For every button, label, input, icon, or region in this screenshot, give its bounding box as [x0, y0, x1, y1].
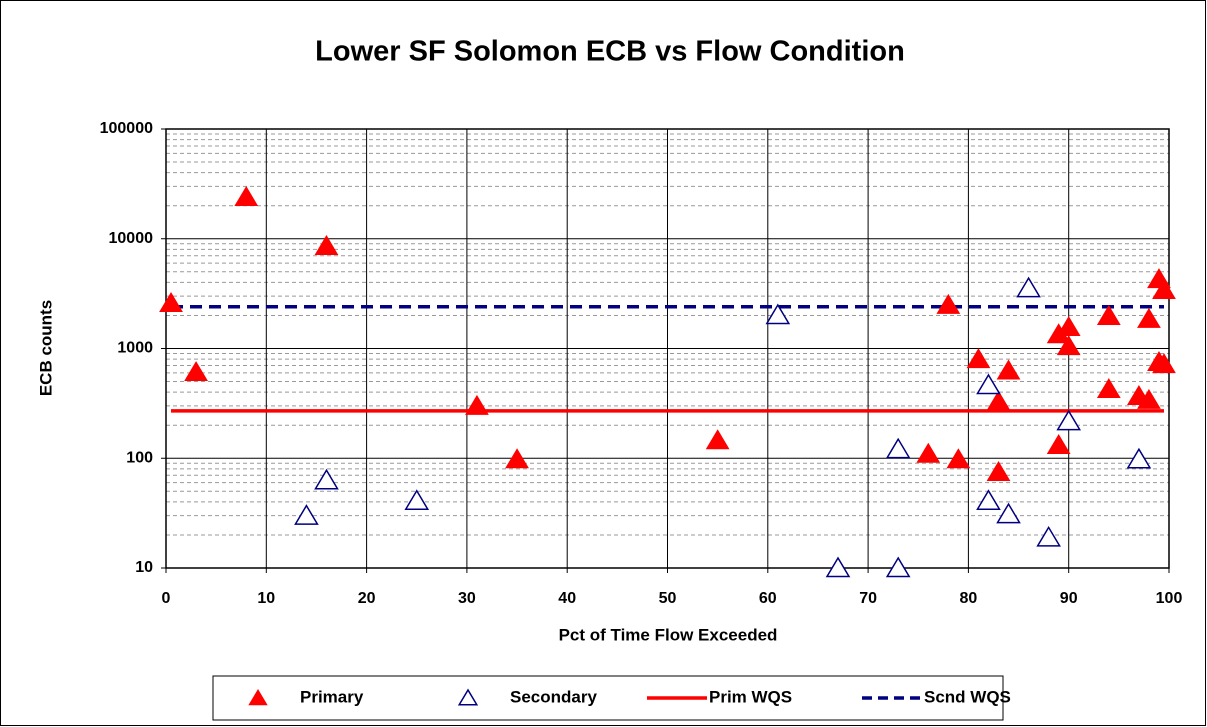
x-tick-label: 100 [1156, 590, 1183, 607]
y-tick-label: 100000 [100, 120, 153, 137]
point [1056, 335, 1081, 356]
point [765, 303, 791, 325]
point [234, 186, 259, 207]
x-tick-label: 0 [162, 590, 171, 607]
legend-label: Primary [300, 687, 364, 706]
point [404, 489, 430, 510]
legend-label: Prim WQS [709, 687, 792, 706]
point [1096, 378, 1121, 399]
point [885, 437, 911, 459]
point [946, 448, 971, 469]
point [976, 489, 1001, 510]
y-tick-label: 10 [135, 559, 153, 576]
point [966, 348, 991, 369]
point [1056, 409, 1082, 431]
y-tick-label: 1000 [117, 340, 153, 357]
point [916, 442, 941, 463]
point [1046, 434, 1071, 455]
point [1137, 388, 1161, 409]
point [1152, 353, 1176, 374]
point [294, 504, 319, 525]
point [1152, 279, 1176, 300]
x-tick-label: 60 [759, 590, 777, 607]
x-tick-label: 20 [358, 590, 376, 607]
point [184, 361, 208, 382]
y-tick-label: 100 [126, 449, 153, 466]
y-axis-label: ECB counts [36, 300, 55, 396]
point [1137, 307, 1161, 328]
point [996, 359, 1021, 380]
x-tick-label: 30 [458, 590, 476, 607]
point [885, 556, 911, 578]
point [1016, 276, 1041, 298]
point [976, 373, 1001, 395]
point [465, 394, 489, 415]
x-tick-label: 40 [558, 590, 576, 607]
legend-marker [248, 689, 268, 706]
point [1036, 525, 1061, 547]
point [825, 556, 851, 578]
point [1096, 304, 1121, 325]
point [314, 468, 339, 490]
point [159, 291, 183, 312]
x-tick-label: 70 [859, 590, 877, 607]
point [936, 293, 961, 314]
point [314, 234, 339, 255]
x-tick-label: 90 [1060, 590, 1078, 607]
x-tick-label: 50 [659, 590, 677, 607]
legend-label: Scnd WQS [924, 687, 1011, 706]
x-axis-label: Pct of Time Flow Exceeded [559, 625, 778, 644]
point [986, 460, 1011, 481]
legend-label: Secondary [510, 687, 597, 706]
point [505, 448, 529, 469]
x-tick-label: 10 [257, 590, 275, 607]
point [986, 390, 1011, 411]
point [996, 502, 1021, 524]
plot-border [165, 128, 1170, 569]
point [1126, 447, 1152, 469]
chart-title: Lower SF Solomon ECB vs Flow Condition [315, 36, 905, 68]
point [705, 429, 730, 450]
x-tick-label: 80 [960, 590, 978, 607]
y-tick-label: 10000 [109, 230, 154, 247]
legend-marker [457, 688, 479, 706]
